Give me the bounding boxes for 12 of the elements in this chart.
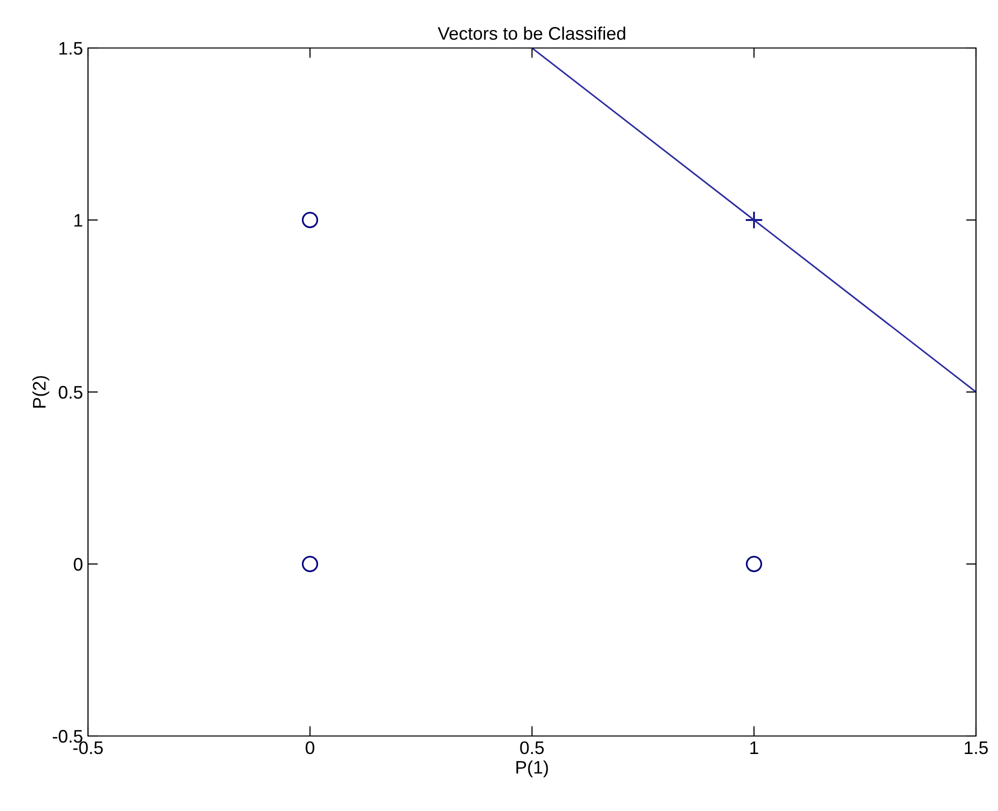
x-axis-title: P(1) xyxy=(516,760,548,778)
y-tick-label: 1 xyxy=(74,214,82,227)
x-tick-label: 0 xyxy=(306,741,314,754)
x-tick-label: 1 xyxy=(750,742,758,754)
chart-title: Vectors to be Classified xyxy=(438,26,626,40)
y-axis-title: P(2) xyxy=(32,376,50,408)
x-tick-label: 1.5 xyxy=(964,742,988,754)
x-tick-label: 0.5 xyxy=(520,741,544,754)
y-tick-label: 1.5 xyxy=(59,42,82,55)
y-tick-label: 0 xyxy=(74,558,82,571)
y-tick-label: -0.5 xyxy=(52,730,82,743)
y-tick-label: 0.5 xyxy=(58,386,82,399)
